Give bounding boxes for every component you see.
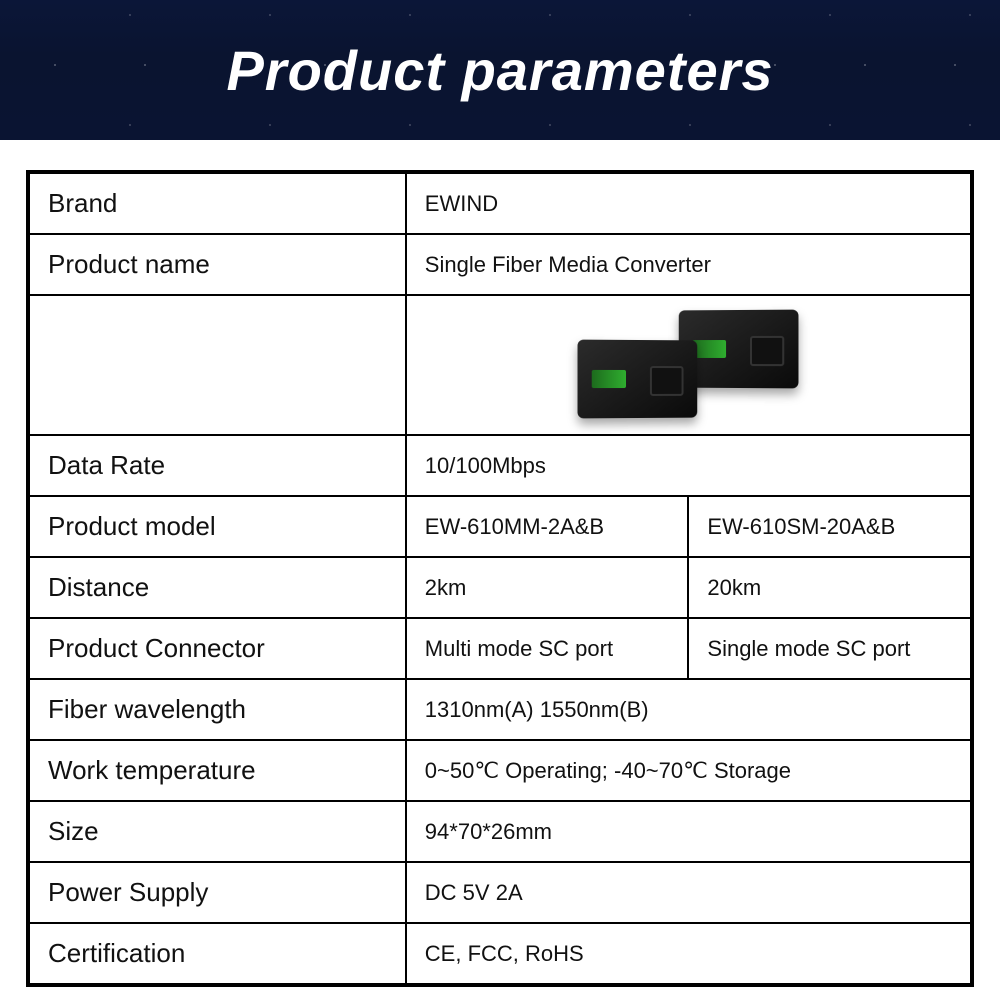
- table-row: Product name Single Fiber Media Converte…: [29, 234, 971, 295]
- product-image: [578, 310, 798, 420]
- page-header: Product parameters: [0, 0, 1000, 140]
- spec-label-distance: Distance: [29, 557, 406, 618]
- spec-label-size: Size: [29, 801, 406, 862]
- spec-value-distance-1: 2km: [406, 557, 689, 618]
- table-row: Size 94*70*26mm: [29, 801, 971, 862]
- spec-value-product-name: Single Fiber Media Converter: [406, 234, 971, 295]
- spec-label-product-connector: Product Connector: [29, 618, 406, 679]
- spec-value-size: 94*70*26mm: [406, 801, 971, 862]
- spec-value-fiber-wavelength: 1310nm(A) 1550nm(B): [406, 679, 971, 740]
- spec-label-data-rate: Data Rate: [29, 435, 406, 496]
- table-row: Certification CE, FCC, RoHS: [29, 923, 971, 984]
- table-row: Work temperature 0~50℃ Operating; -40~70…: [29, 740, 971, 801]
- table-row: Data Rate 10/100Mbps: [29, 435, 971, 496]
- spec-label-product-name: Product name: [29, 234, 406, 295]
- spec-label-image: [29, 295, 406, 435]
- spec-value-image: [406, 295, 971, 435]
- device-icon: [578, 340, 698, 419]
- spec-value-work-temperature: 0~50℃ Operating; -40~70℃ Storage: [406, 740, 971, 801]
- spec-value-product-connector-2: Single mode SC port: [688, 618, 971, 679]
- spec-label-product-model: Product model: [29, 496, 406, 557]
- spec-value-brand: EWIND: [406, 173, 971, 234]
- spec-value-power-supply: DC 5V 2A: [406, 862, 971, 923]
- table-row: Product Connector Multi mode SC port Sin…: [29, 618, 971, 679]
- table-row: Product model EW-610MM-2A&B EW-610SM-20A…: [29, 496, 971, 557]
- table-row: Brand EWIND: [29, 173, 971, 234]
- spec-value-product-connector-1: Multi mode SC port: [406, 618, 689, 679]
- spec-value-data-rate: 10/100Mbps: [406, 435, 971, 496]
- spec-value-product-model-2: EW-610SM-20A&B: [688, 496, 971, 557]
- table-row: Fiber wavelength 1310nm(A) 1550nm(B): [29, 679, 971, 740]
- page-title: Product parameters: [226, 38, 773, 103]
- table-row: Distance 2km 20km: [29, 557, 971, 618]
- table-row: [29, 295, 971, 435]
- spec-value-distance-2: 20km: [688, 557, 971, 618]
- spec-label-fiber-wavelength: Fiber wavelength: [29, 679, 406, 740]
- spec-value-product-model-1: EW-610MM-2A&B: [406, 496, 689, 557]
- spec-table: Brand EWIND Product name Single Fiber Me…: [26, 170, 974, 987]
- table-row: Power Supply DC 5V 2A: [29, 862, 971, 923]
- spec-label-power-supply: Power Supply: [29, 862, 406, 923]
- spec-label-brand: Brand: [29, 173, 406, 234]
- spec-label-work-temperature: Work temperature: [29, 740, 406, 801]
- spec-value-certification: CE, FCC, RoHS: [406, 923, 971, 984]
- spec-label-certification: Certification: [29, 923, 406, 984]
